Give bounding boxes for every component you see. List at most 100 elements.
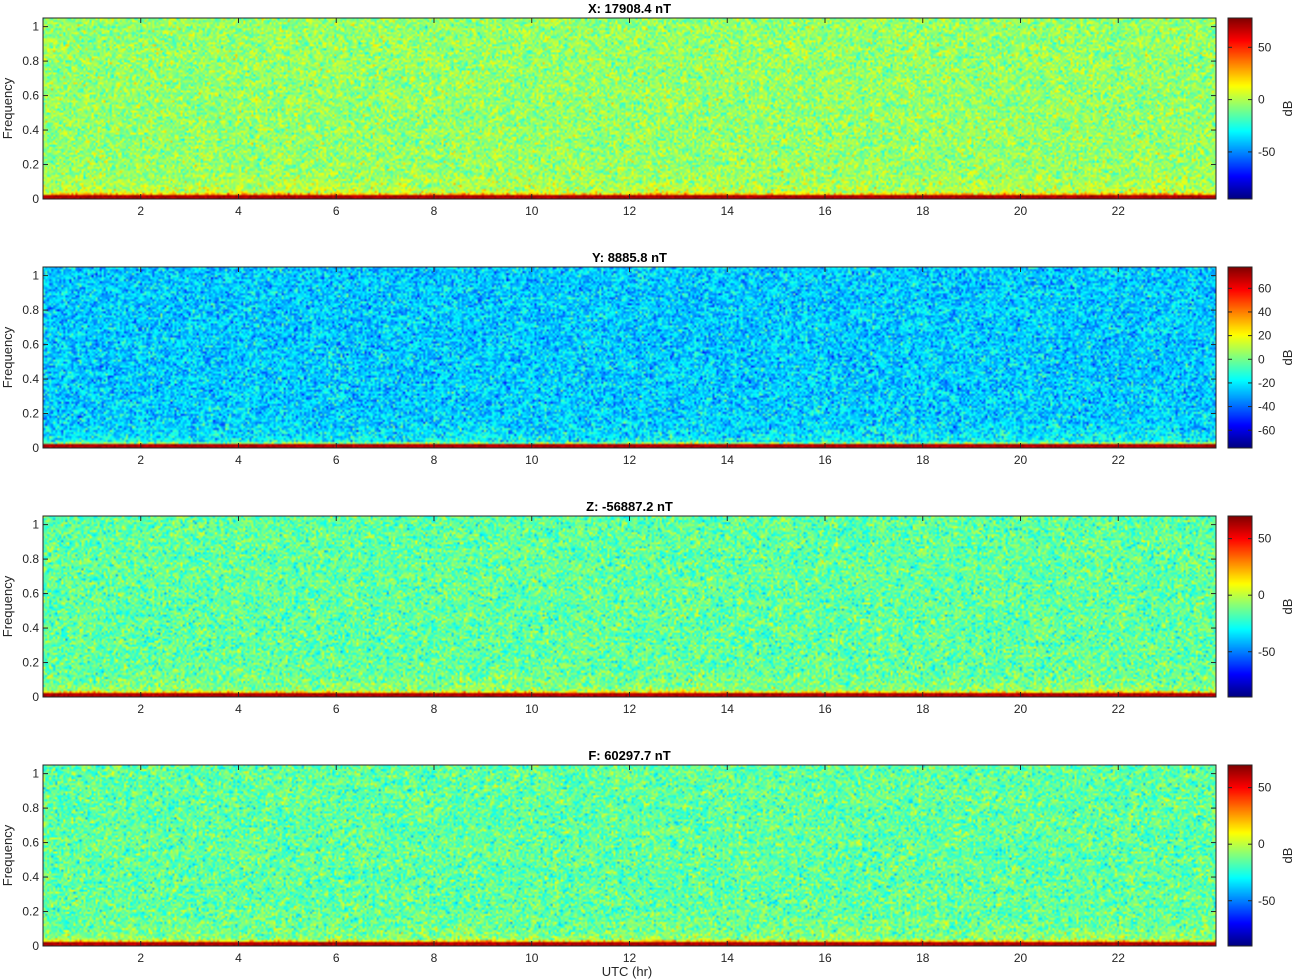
y-tick-label: 0 xyxy=(32,441,39,455)
y-tick-label: 0.6 xyxy=(22,338,39,352)
colorbar-gradient xyxy=(1228,765,1252,946)
colorbar-tick-label: 60 xyxy=(1258,281,1272,295)
colorbar-tick-label: -50 xyxy=(1258,894,1276,908)
x-tick-label: 22 xyxy=(1112,951,1126,965)
panel-title: Y: 8885.8 nT xyxy=(592,250,667,265)
x-tick-label: 10 xyxy=(525,204,539,218)
x-tick-label: 18 xyxy=(916,951,930,965)
x-tick-label: 20 xyxy=(1014,951,1028,965)
x-tick-label: 14 xyxy=(721,702,735,716)
colorbar: -60 -40 -20 0 20 40 60 dB xyxy=(1227,266,1295,449)
x-tick-label: 6 xyxy=(333,453,340,467)
x-tick-label: 8 xyxy=(431,951,438,965)
x-tick-label: 6 xyxy=(333,204,340,218)
x-tick-label: 12 xyxy=(623,453,637,467)
y-tick-label: 0.2 xyxy=(22,905,39,919)
colorbar-tick-label: -60 xyxy=(1258,423,1276,437)
colorbar-frame xyxy=(1227,266,1253,449)
x-tick-label: 4 xyxy=(235,702,242,716)
colorbar-tick-label: -40 xyxy=(1258,400,1276,414)
panel-title: F: 60297.7 nT xyxy=(588,748,670,763)
colorbar-frame xyxy=(1227,515,1253,698)
y-tick-label: 0.2 xyxy=(22,656,39,670)
colorbar-tick-label: 0 xyxy=(1258,588,1265,602)
x-tick-label: 16 xyxy=(818,204,832,218)
y-tick-label: 0.4 xyxy=(22,372,39,386)
y-tick-label: 0.4 xyxy=(22,870,39,884)
x-tick-label: 6 xyxy=(333,702,340,716)
x-tick-label: 20 xyxy=(1014,204,1028,218)
y-tick-label: 0 xyxy=(32,192,39,206)
colorbar-gradient xyxy=(1228,267,1252,448)
figure-x-axis-label: UTC (hr) xyxy=(602,964,653,979)
x-tick-label: 12 xyxy=(623,204,637,218)
spectrogram-heatmap xyxy=(43,18,1216,199)
y-tick-label: 0.8 xyxy=(22,552,39,566)
colorbar-tick-label: 50 xyxy=(1258,781,1272,795)
y-tick-label: 1 xyxy=(32,269,39,283)
x-tick-label: 2 xyxy=(137,453,144,467)
x-tick-label: 22 xyxy=(1112,702,1126,716)
x-tick-label: 12 xyxy=(623,951,637,965)
colorbar-label: dB xyxy=(1280,350,1295,366)
colorbar-tick-label: -20 xyxy=(1258,376,1276,390)
y-tick-label: 1 xyxy=(32,20,39,34)
colorbar: -50 0 50 dB xyxy=(1227,764,1295,947)
panel-title: X: 17908.4 nT xyxy=(588,1,671,16)
y-tick-label: 1 xyxy=(32,518,39,532)
spectrogram-panel: X: 17908.4 nT2 4 6 8 10 12 14 16 18 20 2200.20.40.… xyxy=(0,1,1295,218)
y-tick-label: 0.8 xyxy=(22,303,39,317)
x-tick-label: 22 xyxy=(1112,204,1126,218)
colorbar: -50 0 50 dB xyxy=(1227,17,1295,200)
x-tick-label: 22 xyxy=(1112,453,1126,467)
colorbar-tick-label: 50 xyxy=(1258,532,1272,546)
spectrogram-heatmap xyxy=(43,765,1216,946)
x-tick-label: 16 xyxy=(818,702,832,716)
x-tick-label: 18 xyxy=(916,453,930,467)
spectrogram-panel: Y: 8885.8 nT2 4 6 8 10 12 14 16 18 20 2200.20.40.6… xyxy=(0,250,1295,467)
x-tick-label: 16 xyxy=(818,951,832,965)
y-tick-label: 0.6 xyxy=(22,89,39,103)
x-tick-label: 2 xyxy=(137,204,144,218)
colorbar-frame xyxy=(1227,764,1253,947)
colorbar-tick-label: 40 xyxy=(1258,305,1272,319)
y-axis-label: Frequency xyxy=(0,77,15,139)
x-tick-label: 8 xyxy=(431,453,438,467)
spectrogram-heatmap xyxy=(43,516,1216,697)
spectrogram-panel: Z: -56887.2 nT2 4 6 8 10 12 14 16 18 20 2200.20.40… xyxy=(0,499,1295,716)
y-tick-label: 0.8 xyxy=(22,54,39,68)
y-tick-label: 0.2 xyxy=(22,407,39,421)
spectrogram-heatmap xyxy=(43,267,1216,448)
x-tick-label: 14 xyxy=(721,204,735,218)
spectrogram-panel: F: 60297.7 nT2 4 6 8 10 12 14 16 18 20 2200.20.40.… xyxy=(0,748,1295,965)
x-tick-label: 18 xyxy=(916,702,930,716)
y-tick-label: 0.6 xyxy=(22,836,39,850)
y-tick-label: 0.4 xyxy=(22,123,39,137)
x-tick-label: 20 xyxy=(1014,702,1028,716)
colorbar-label: dB xyxy=(1280,599,1295,615)
colorbar: -50 0 50 dB xyxy=(1227,515,1295,698)
y-tick-label: 0 xyxy=(32,939,39,953)
y-tick-label: 1 xyxy=(32,767,39,781)
x-tick-label: 20 xyxy=(1014,453,1028,467)
x-tick-label: 10 xyxy=(525,951,539,965)
x-tick-label: 2 xyxy=(137,702,144,716)
y-axis-label: Frequency xyxy=(0,575,15,637)
colorbar-frame xyxy=(1227,17,1253,200)
x-tick-label: 16 xyxy=(818,453,832,467)
y-tick-label: 0.2 xyxy=(22,158,39,172)
y-tick-label: 0.8 xyxy=(22,801,39,815)
colorbar-label: dB xyxy=(1280,101,1295,117)
colorbar-tick-label: 0 xyxy=(1258,352,1265,366)
x-tick-label: 4 xyxy=(235,204,242,218)
x-tick-label: 14 xyxy=(721,951,735,965)
x-tick-label: 12 xyxy=(623,702,637,716)
colorbar-tick-label: 50 xyxy=(1258,40,1272,54)
y-tick-label: 0.6 xyxy=(22,587,39,601)
colorbar-tick-label: -50 xyxy=(1258,645,1276,659)
colorbar-tick-label: 0 xyxy=(1258,837,1265,851)
x-tick-label: 8 xyxy=(431,204,438,218)
x-tick-label: 4 xyxy=(235,951,242,965)
y-tick-label: 0.4 xyxy=(22,621,39,635)
y-axis-label: Frequency xyxy=(0,326,15,388)
